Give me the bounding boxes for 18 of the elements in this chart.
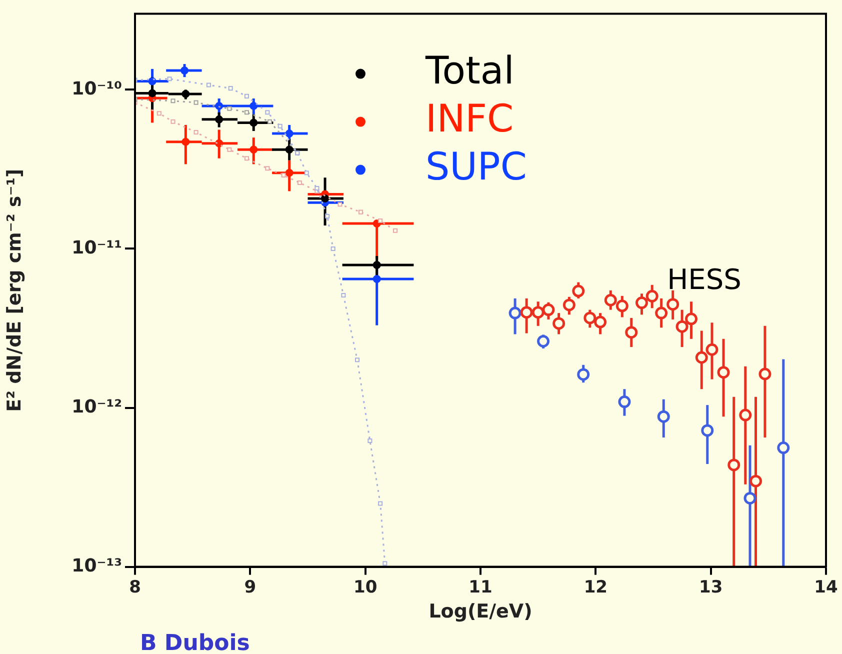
text: B Dubois [140,631,250,654]
x-tick-label: 9 [244,577,256,598]
legend-label: Total [424,48,514,93]
y-tick-label: 10⁻¹² [72,396,122,418]
x-tick-label: 13 [698,577,723,598]
y-axis-title: E² dN/dE [erg cm⁻² s⁻¹] [3,168,26,412]
x-axis-title: Log(E/eV) [428,600,532,623]
y-tick-label: 10⁻¹¹ [72,237,122,258]
legend-label: INFC [426,96,514,141]
annotation: HESS [667,262,742,296]
y-tick-label: 10⁻¹⁰ [72,78,122,100]
x-tick-label: 14 [814,577,838,598]
x-tick-label: 12 [584,577,608,598]
y-tick-label: 10⁻¹³ [72,555,122,576]
x-tick-label: 10 [353,577,378,598]
legend-label: SUPC [426,144,527,189]
x-tick-label: 11 [468,577,492,598]
x-tick-label: 8 [129,577,141,598]
